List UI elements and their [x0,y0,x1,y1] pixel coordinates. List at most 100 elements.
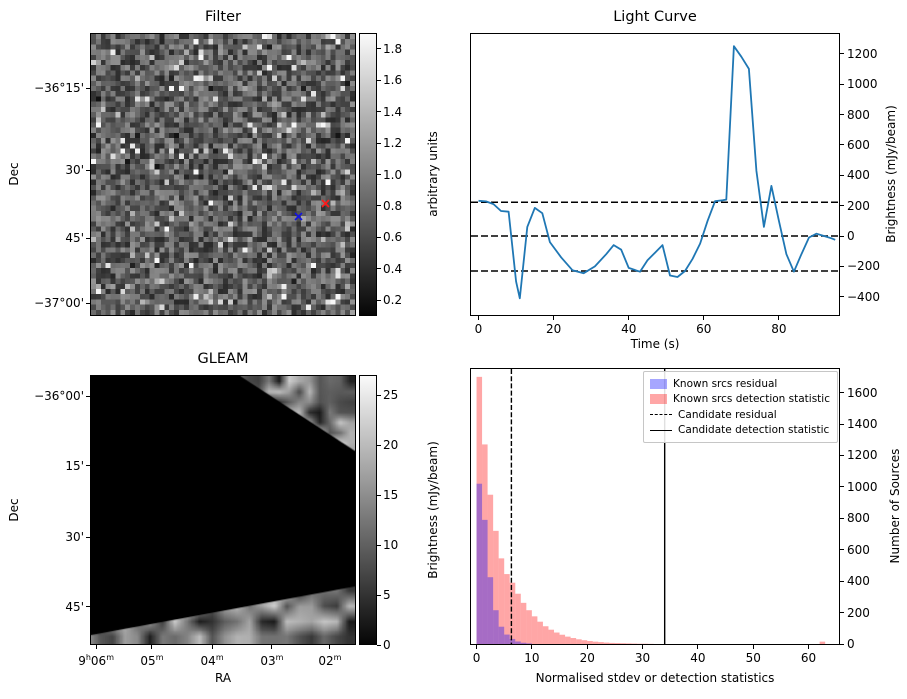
light-ytick-label: 800 [847,107,870,122]
gleam-ytick [86,395,90,397]
filter-colorbar-tick-label: 0.6 [383,230,403,245]
gleam-ytick-label: 15' [65,458,84,473]
filter-ytick [86,87,90,89]
hist-ytick-label: 1200 [847,448,878,463]
gleam-xtick [329,645,331,649]
hist-xtick [642,645,644,649]
legend-label: Known srcs residual [673,377,778,390]
light-ytick [840,235,844,237]
filter-colorbar-tick [377,268,381,270]
filter-colorbar-tick-label: 1.0 [383,167,403,182]
gleam-ytick-label: 45' [65,599,84,614]
light-xtick-label: 80 [771,322,787,336]
hist-ytick-label: 400 [847,574,870,589]
legend-row: Known srcs detection statistic [650,392,830,408]
light-curve-plot-area [470,33,840,316]
filter-ytick [86,237,90,239]
filter-marker-x-blue [293,212,303,222]
hist-series-detection [476,376,826,644]
hist-ytick-label: 1000 [847,479,878,494]
gleam-colorbar-tick-label: 20 [383,438,399,452]
histogram-x-axis-label: Normalised stdev or detection statistics [535,671,775,685]
histogram-legend: Known srcs residual Known srcs detection … [643,371,838,443]
hist-xtick [808,645,810,649]
light-ytick [840,114,844,115]
gleam-xtick-label: 02m [318,653,342,668]
gleam-colorbar-tick [377,644,381,646]
filter-colorbar-tick-label: 0.2 [383,293,403,308]
filter-colorbar-tick-label: 1.2 [383,136,403,151]
hist-xtick [697,645,699,649]
filter-colorbar-tick [377,111,381,113]
filter-title: Filter [205,9,241,25]
legend-swatch-patch-blue [650,378,668,389]
hist-ytick [840,549,844,551]
light-ytick-label: 600 [847,137,870,152]
hist-xtick [752,645,754,649]
legend-swatch-patch-pink [650,394,668,405]
light-xtick-label: 20 [545,322,562,336]
gleam-colorbar-tick [377,544,381,546]
gleam-xtick [95,645,97,649]
hist-ytick [840,423,844,425]
hist-ytick [840,612,844,614]
legend-row: Candidate residual [650,407,830,423]
hist-xtick-label: 60 [800,651,817,665]
legend-label: Candidate residual [678,408,777,421]
filter-colorbar-tick-label: 0.4 [383,261,403,276]
hist-xtick [476,645,478,649]
legend-row: Known srcs residual [650,376,830,392]
filter-ytick [86,302,90,304]
gleam-colorbar-tick [377,594,381,596]
light-xtick [628,316,630,320]
light-ytick [840,53,844,55]
gleam-xtick [211,645,213,649]
light-ytick-label: −200 [847,259,880,274]
hist-ytick [840,454,844,456]
light-ytick [840,144,844,146]
filter-ytick [86,169,90,171]
light-xtick [478,316,479,320]
filter-colorbar-tick-label: 1.6 [383,73,403,88]
light-xtick [553,316,555,320]
light-xtick [778,316,780,320]
hist-series-residual [476,483,532,644]
filter-marker-x-red [321,199,331,209]
hist-ytick [840,580,844,582]
hist-xtick-label: 20 [579,651,595,665]
legend-label: Known srcs detection statistic [673,393,830,406]
hist-ytick [840,486,844,488]
hist-xtick-label: 30 [634,651,651,665]
filter-colorbar-tick [377,299,381,301]
filter-colorbar-tick [377,48,381,50]
filter-noise-image [91,34,355,315]
filter-colorbar-tick [377,142,381,144]
light-xtick [703,316,705,320]
hist-ytick-label: 1400 [847,417,878,431]
light-ytick [840,83,844,85]
gleam-colorbar-tick-label: 15 [383,488,399,502]
light-curve-svg [471,45,839,300]
hist-ytick-label: 1600 [847,385,878,400]
filter-colorbar-tick-label: 1.8 [383,41,403,56]
light-ytick [840,174,844,176]
gleam-xtick-label: 03m [260,653,284,668]
gleam-colorbar-tick [377,444,381,446]
gleam-xtick [151,645,153,649]
gleam-colorbar-tick-label: 5 [383,588,391,602]
filter-ytick-label: 30' [65,163,84,178]
legend-swatch-solid-line [650,429,673,431]
hist-ytick-label: 0 [847,637,855,651]
light-xtick-label: 40 [621,322,637,336]
gleam-ytick-label: 30' [65,530,84,544]
hist-ytick-label: 800 [847,511,870,526]
light-xtick-label: 60 [696,322,712,336]
filter-colorbar-tick [377,79,381,81]
light-ytick-label: 1000 [847,77,878,92]
gleam-xtick-label: 04m [200,653,224,668]
hist-ytick [840,517,844,519]
hist-ytick [840,643,844,645]
